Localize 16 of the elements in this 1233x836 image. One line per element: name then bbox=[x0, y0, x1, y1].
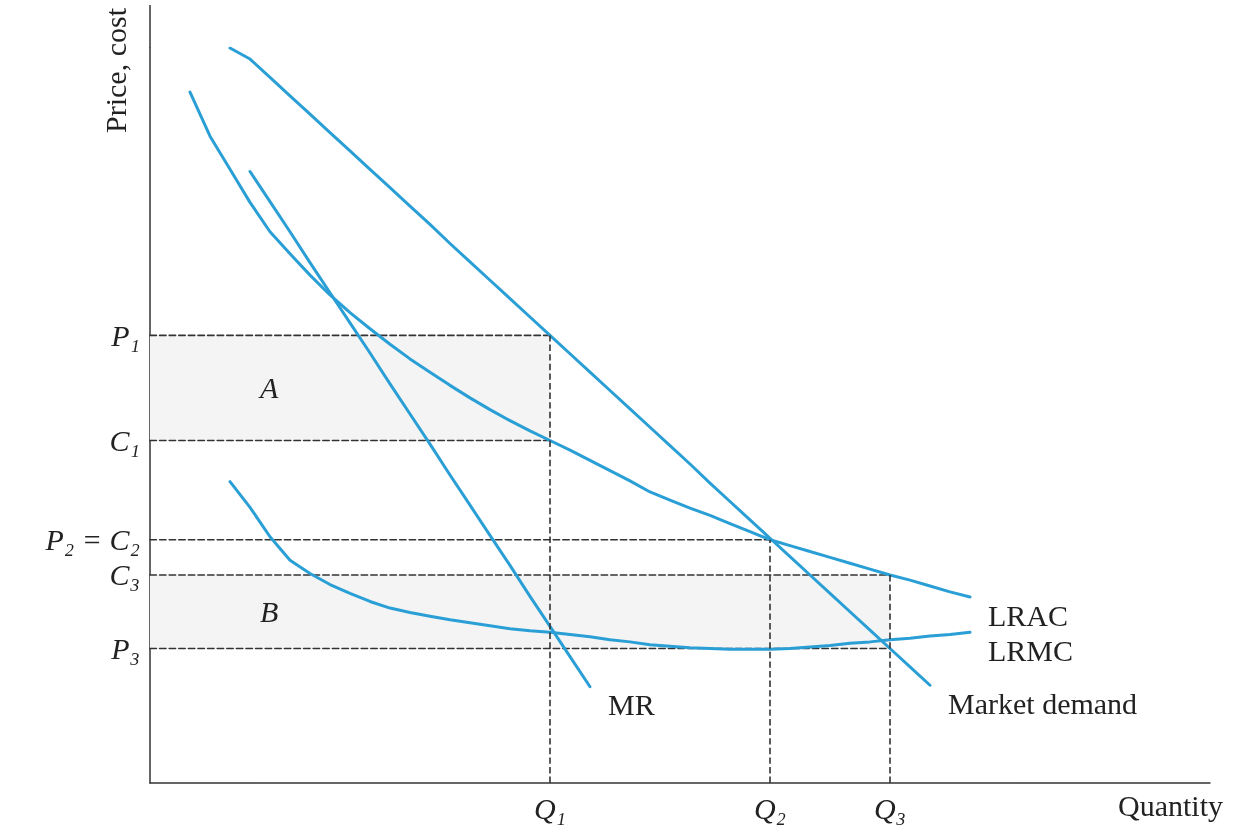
series-label: P₁ bbox=[110, 318, 140, 352]
series-label: LRAC bbox=[988, 598, 1069, 632]
y-axis-title: Price, cost bbox=[98, 7, 132, 133]
x-tick-label: Q₁ bbox=[533, 791, 567, 825]
series-label: Market demand bbox=[948, 686, 1138, 720]
series-label: P₂ = C₂ bbox=[44, 523, 140, 557]
x-tick-label: Q₂ bbox=[753, 791, 787, 825]
series-label: MR bbox=[608, 688, 655, 722]
series-label: LRMC bbox=[988, 633, 1074, 667]
band-label: B bbox=[260, 595, 279, 629]
series-label: C₁ bbox=[109, 423, 140, 457]
band-label: A bbox=[258, 371, 279, 405]
series-label: C₃ bbox=[109, 558, 140, 592]
series-label: P₃ bbox=[110, 631, 140, 665]
x-axis-title: Quantity bbox=[1118, 788, 1224, 822]
x-tick-label: Q₃ bbox=[873, 791, 907, 825]
